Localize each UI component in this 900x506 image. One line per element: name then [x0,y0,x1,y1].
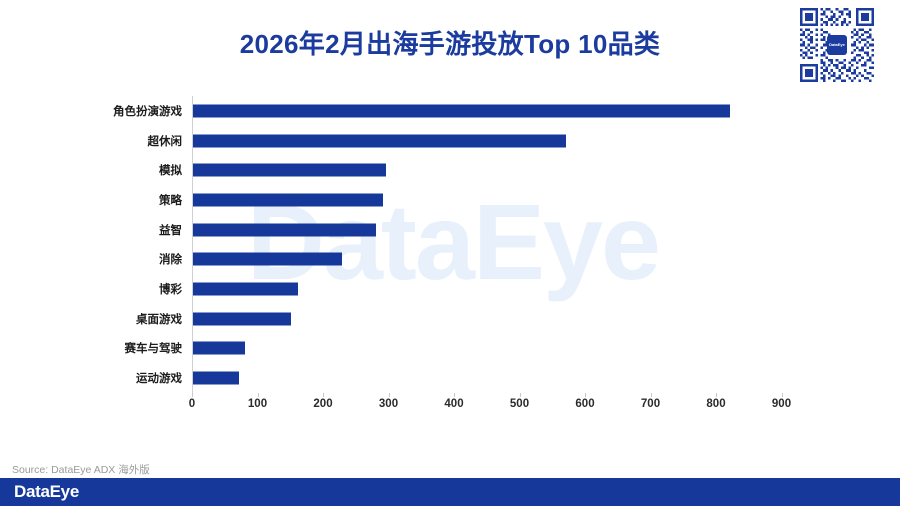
qr-center-logo: DataEye [827,35,847,55]
x-axis-tick [650,393,652,397]
bar[interactable] [193,193,383,207]
bar-row: 角色扮演游戏 [0,96,900,126]
qr-code-graphic [800,8,874,82]
x-axis-label: 500 [509,398,530,410]
category-label: 角色扮演游戏 [113,105,182,118]
y-axis-line [192,96,193,393]
bar-row: 赛车与驾驶 [0,334,900,364]
x-axis-label: 0 [188,398,196,410]
x-axis-tick [716,393,717,397]
bar[interactable] [193,312,292,326]
x-axis-label: 700 [640,398,661,410]
category-label: 策略 [159,194,182,207]
bar-row: 模拟 [0,155,900,185]
bar[interactable] [193,341,246,355]
brand-logo: DataEye [14,482,79,501]
category-label: 益智 [159,224,182,237]
source-note: Source: DataEye ADX 海外版 [12,464,150,476]
page-title: 2026年2月出海手游投放Top 10品类 [239,29,661,59]
category-label: 赛车与驾驶 [124,343,183,356]
x-axis-label: 900 [771,398,792,410]
category-label: 博彩 [159,284,182,297]
plot-area: 角色扮演游戏超休闲模拟策略益智消除博彩桌面游戏赛车与驾驶运动游戏 0 100 200 3… [0,92,900,432]
x-axis-tick [257,393,259,397]
x-axis-label: 400 [444,398,464,410]
bar[interactable] [193,163,387,177]
bar[interactable] [193,223,377,237]
x-axis-label: 800 [706,398,726,410]
bar[interactable] [193,134,567,148]
category-label: 消除 [159,254,182,267]
x-axis-tick [519,393,521,397]
x-axis-label: 200 [313,398,333,410]
x-axis-tick [192,393,193,397]
chart-header: 2026年2月出海手游投放Top 10品类 [0,0,900,92]
x-axis-label: 100 [247,398,268,410]
x-axis-label: 600 [575,398,595,410]
bar-row: 超休闲 [0,126,900,156]
category-label: 模拟 [159,165,182,178]
bar[interactable] [193,371,239,385]
category-label: 桌面游戏 [136,313,182,326]
bar-row: 桌面游戏 [0,304,900,334]
bar-row: 博彩 [0,274,900,304]
footer-bar: DataEye [0,478,900,506]
x-axis-tick [585,393,586,397]
x-axis-tick [323,393,324,397]
qr-code-icon[interactable]: DataEye [798,6,876,84]
bar[interactable] [193,282,298,296]
x-axis-label: 300 [378,398,399,410]
bar[interactable] [193,252,343,266]
x-axis-tick [781,393,783,397]
x-axis-tick [454,393,455,397]
bar[interactable] [193,104,731,118]
category-label: 超休闲 [147,135,183,148]
bar-row: 益智 [0,215,900,245]
bar-row: 消除 [0,245,900,275]
x-axis-tick [388,393,390,397]
bar-row: 策略 [0,185,900,215]
bar-chart: DataEye 角色扮演游戏 超休闲 模拟 策略 益智 消除 博彩 桌面游戏 赛车与驾驶 运动游戏… [0,92,900,432]
bar-row: 运动游戏 [0,363,900,393]
category-label: 运动游戏 [136,373,182,386]
